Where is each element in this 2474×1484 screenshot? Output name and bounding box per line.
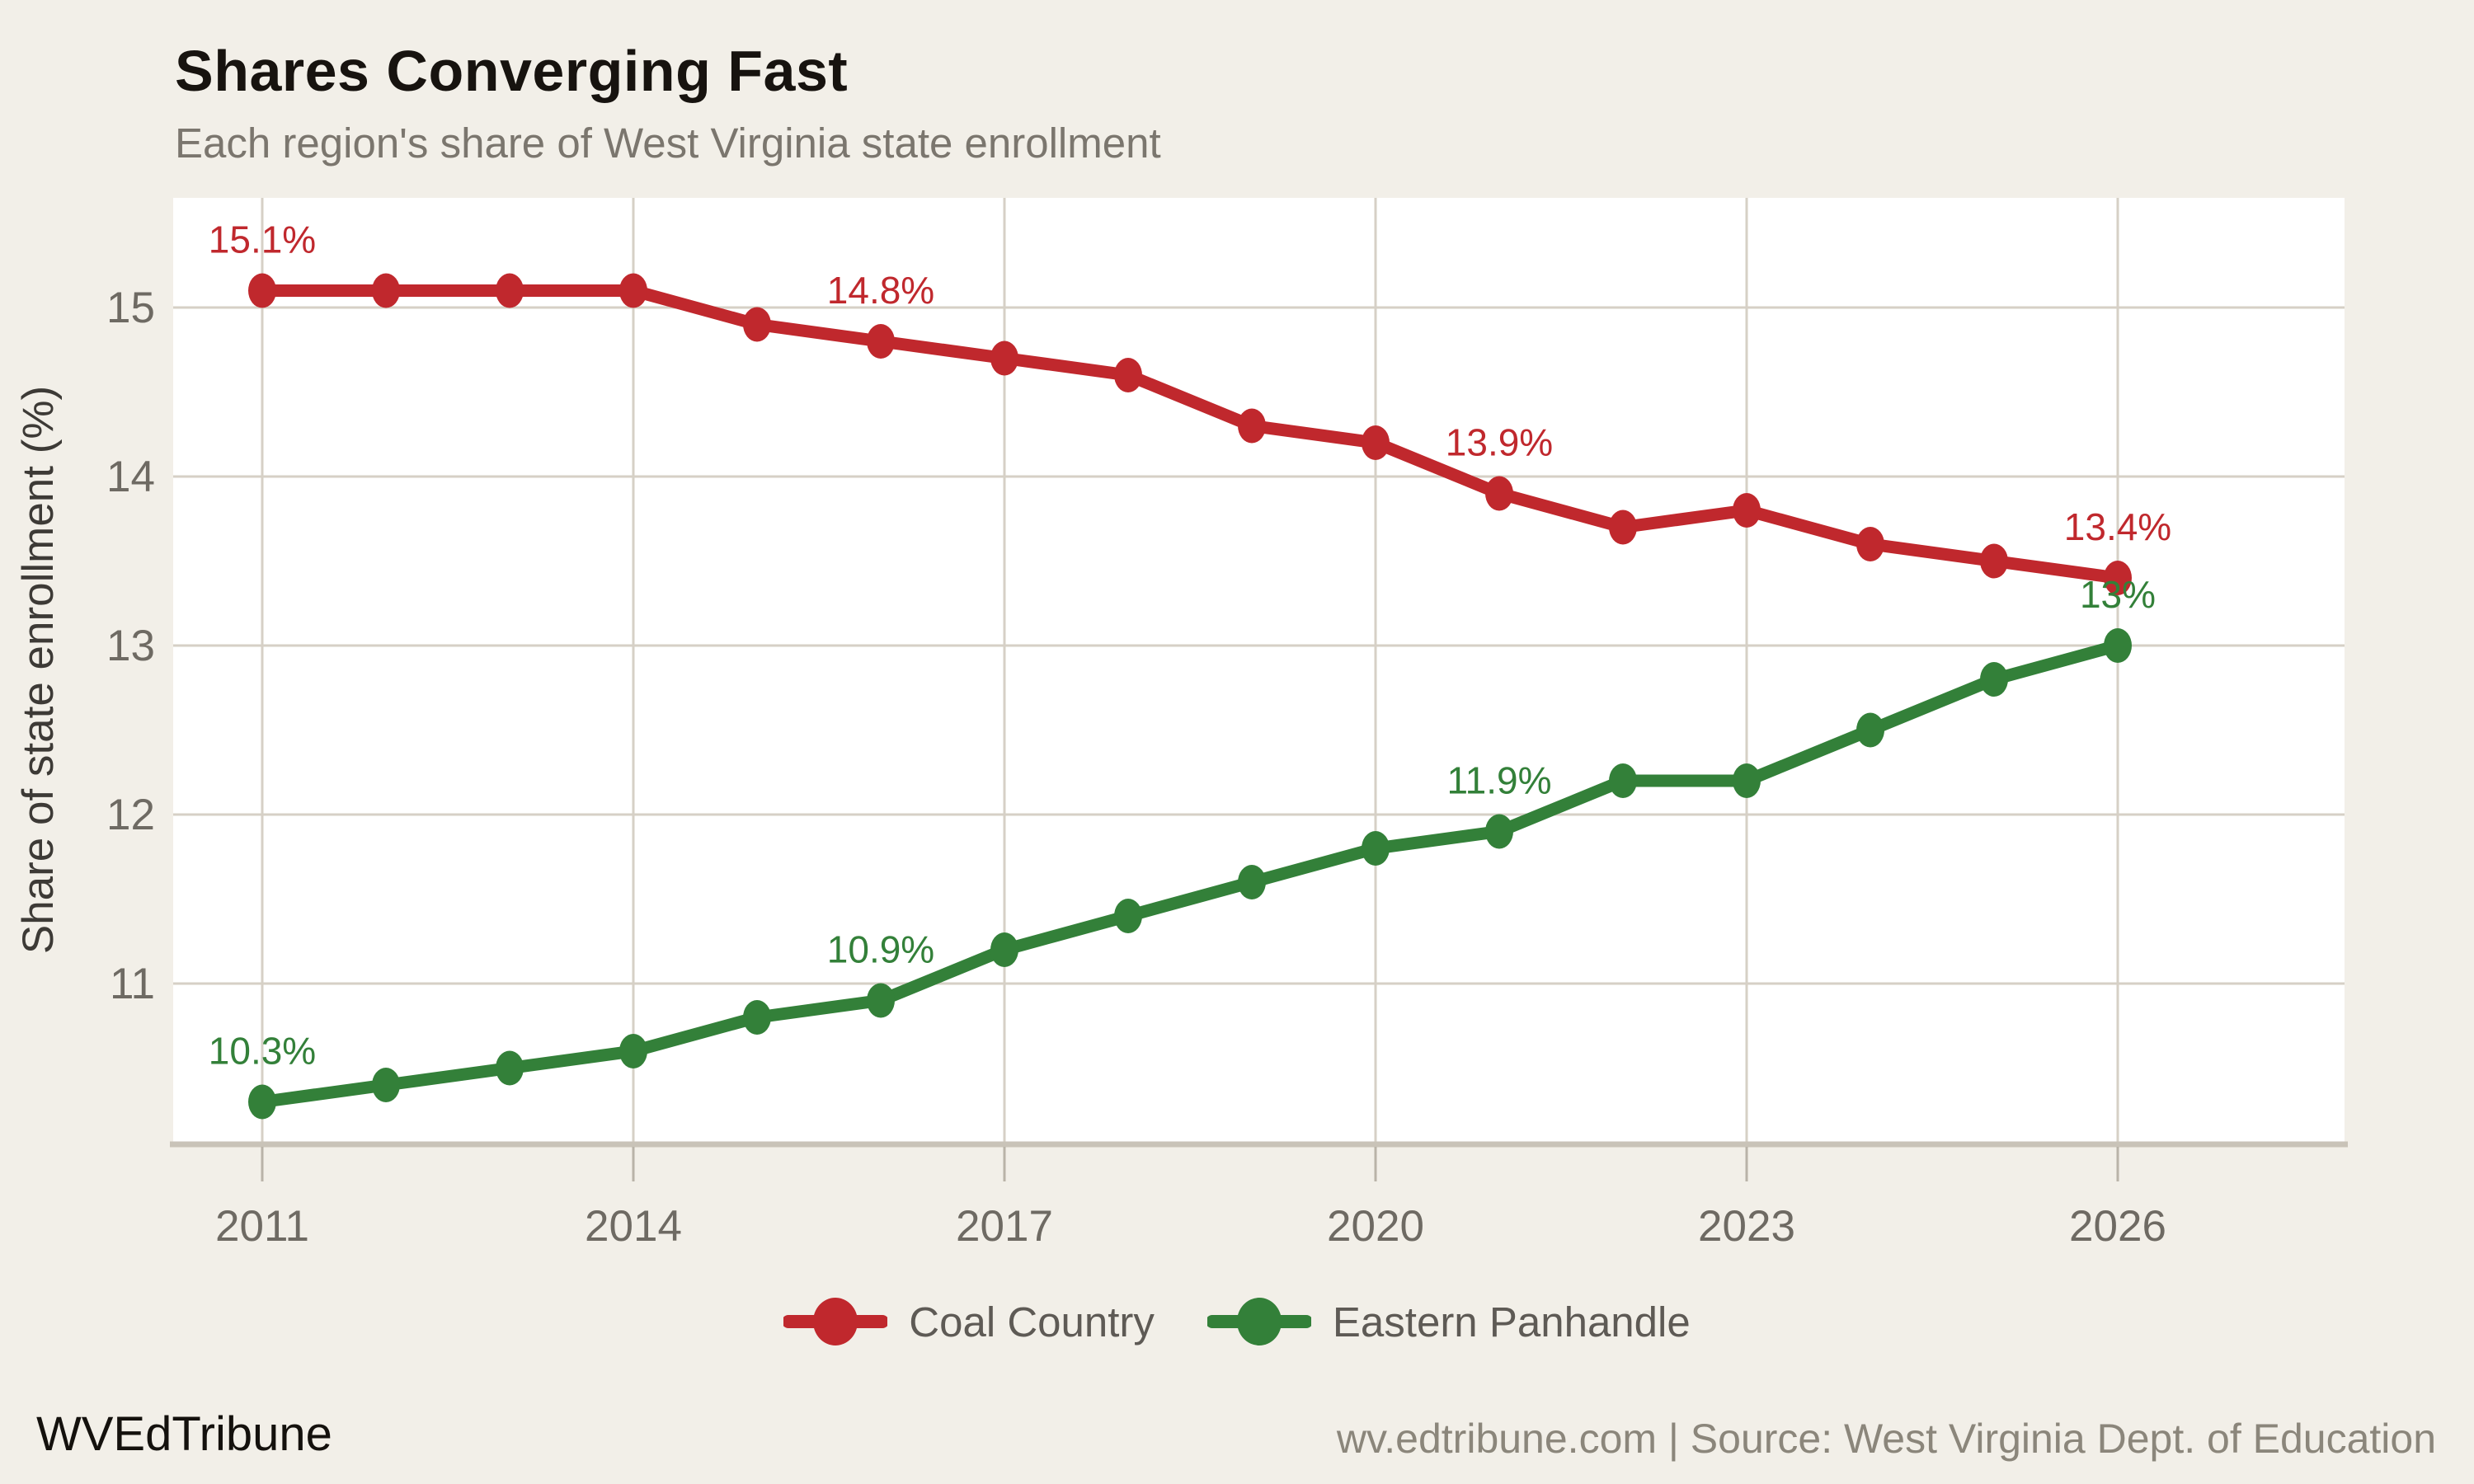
data-label-coal-country: 15.1% <box>209 218 316 261</box>
source-attribution: wv.edtribune.com | Source: West Virginia… <box>1336 1416 2436 1462</box>
coal-country-line-marker-icon <box>783 1298 888 1345</box>
data-point-coal-country <box>743 307 771 342</box>
y-tick-label: 15 <box>106 284 155 332</box>
x-tick-label: 2017 <box>956 1202 1053 1251</box>
data-point-coal-country <box>619 273 647 308</box>
chart-legend: Coal Country Eastern Panhandle <box>0 1276 2474 1367</box>
eastern-panhandle-line-marker-icon <box>1206 1298 1311 1345</box>
data-label-eastern-panhandle: 13% <box>2080 573 2156 616</box>
data-point-coal-country <box>1238 408 1266 444</box>
legend-item-coal-country: Coal Country <box>783 1294 1155 1349</box>
data-point-eastern-panhandle <box>496 1050 524 1086</box>
data-point-coal-country <box>990 340 1018 376</box>
data-label-eastern-panhandle: 10.9% <box>827 928 934 971</box>
data-point-eastern-panhandle <box>372 1068 400 1102</box>
data-point-coal-country <box>1856 527 1884 561</box>
y-axis-title: Share of state enrollment (%) <box>14 386 63 954</box>
data-point-coal-country <box>1980 543 2008 579</box>
data-point-eastern-panhandle <box>990 932 1018 967</box>
data-point-coal-country <box>248 273 276 308</box>
brand-logo-text: WVEdTribune <box>36 1407 332 1461</box>
data-point-coal-country <box>496 273 524 308</box>
data-point-coal-country <box>372 273 400 308</box>
data-point-eastern-panhandle <box>248 1084 276 1120</box>
data-point-eastern-panhandle <box>2104 628 2132 663</box>
data-point-eastern-panhandle <box>1114 899 1142 933</box>
y-tick-label: 12 <box>106 791 155 839</box>
x-tick-label: 2014 <box>585 1202 682 1251</box>
y-tick-label: 13 <box>106 622 155 670</box>
data-label-coal-country: 14.8% <box>827 269 934 312</box>
series-line-eastern-panhandle <box>256 639 2124 1108</box>
data-point-eastern-panhandle <box>1485 814 1513 849</box>
data-label-coal-country: 13.4% <box>2064 505 2171 548</box>
series-line-coal-country <box>256 284 2124 585</box>
x-tick-label: 2020 <box>1327 1202 1424 1251</box>
data-point-eastern-panhandle <box>1609 763 1637 798</box>
data-point-eastern-panhandle <box>1980 662 2008 697</box>
data-point-eastern-panhandle <box>743 1000 771 1035</box>
y-tick-label: 11 <box>110 960 155 1008</box>
data-label-coal-country: 13.9% <box>1446 421 1553 464</box>
data-point-eastern-panhandle <box>1362 831 1390 866</box>
y-tick-label: 14 <box>106 453 155 501</box>
data-point-eastern-panhandle <box>1238 865 1266 899</box>
x-tick-label: 2023 <box>1698 1202 1795 1251</box>
data-point-coal-country <box>1609 510 1637 545</box>
data-point-coal-country <box>1114 358 1142 392</box>
page-title: Shares Converging Fast <box>175 39 849 103</box>
data-point-eastern-panhandle <box>619 1034 647 1068</box>
data-point-coal-country <box>1362 425 1390 460</box>
data-point-coal-country <box>867 324 895 359</box>
x-tick-label: 2026 <box>2069 1202 2166 1251</box>
data-point-eastern-panhandle <box>867 983 895 1018</box>
legend-item-eastern-panhandle: Eastern Panhandle <box>1206 1294 1691 1349</box>
data-label-eastern-panhandle: 11.9% <box>1446 759 1551 802</box>
x-tick-label: 2011 <box>215 1202 309 1251</box>
data-point-eastern-panhandle <box>1733 763 1761 798</box>
legend-label-eastern-panhandle: Eastern Panhandle <box>1332 1298 1691 1345</box>
data-point-coal-country <box>2104 561 2132 595</box>
page-subtitle: Each region's share of West Virginia sta… <box>175 120 1161 167</box>
data-point-coal-country <box>1733 493 1761 528</box>
legend-label-coal-country: Coal Country <box>909 1298 1155 1345</box>
data-label-eastern-panhandle: 10.3% <box>209 1030 316 1073</box>
data-point-eastern-panhandle <box>1856 712 1884 748</box>
data-point-coal-country <box>1485 476 1513 511</box>
